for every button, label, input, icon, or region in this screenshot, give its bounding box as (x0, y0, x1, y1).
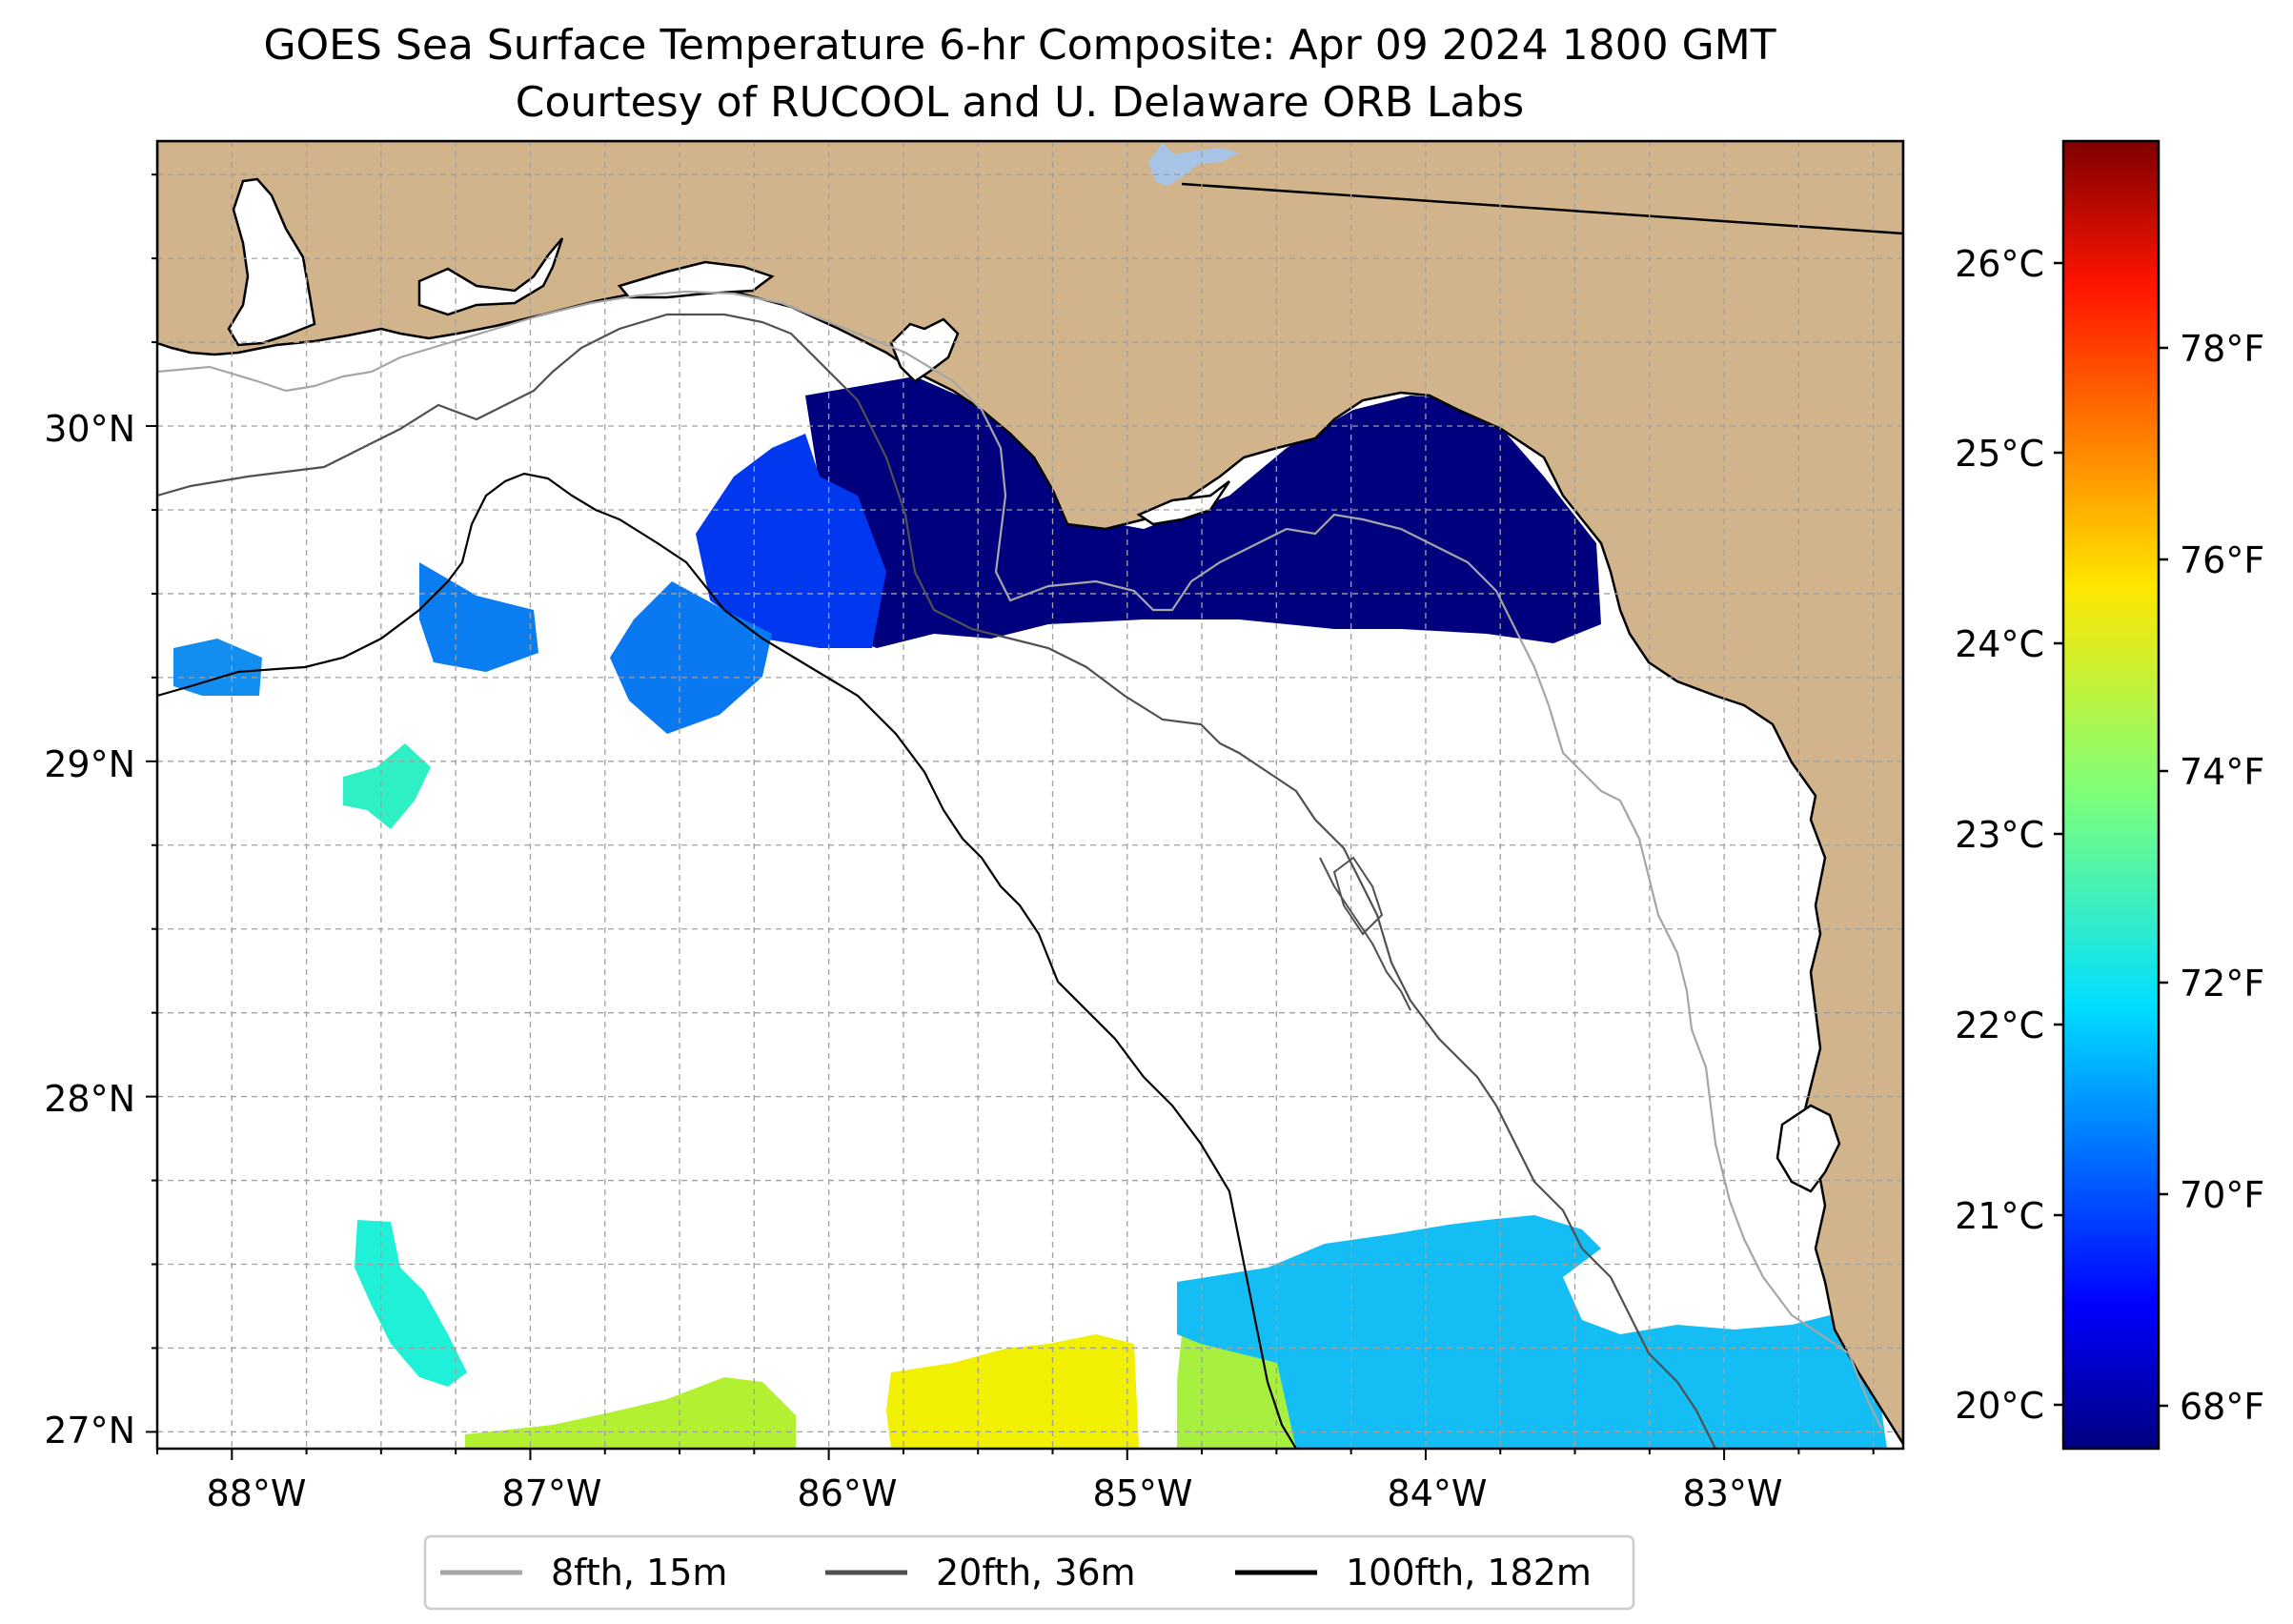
celsius-label-25: 25°C (1955, 433, 2044, 475)
legend-label-20fth: 20fth, 36m (936, 1552, 1136, 1594)
lat-label-28n: 28°N (44, 1078, 135, 1120)
lon-label-83w: 83°W (1683, 1472, 1783, 1514)
sst-patch-south-central (886, 1334, 1139, 1449)
lon-label-86w: 86°W (798, 1472, 898, 1514)
lat-label-27n: 27°N (44, 1410, 135, 1451)
inland-lake (1148, 143, 1239, 186)
colorbar: 20°C 21°C 22°C 23°C 24°C 25°C 26°C 68°F … (1955, 139, 2264, 1451)
sst-patch-south-pensacola (610, 581, 772, 734)
sst-patch-west-blob (419, 562, 538, 672)
lat-label-group: 30°N 29°N 28°N 27°N (44, 408, 135, 1451)
lon-label-88w: 88°W (207, 1472, 307, 1514)
fahrenheit-label-74: 74°F (2180, 751, 2264, 793)
fahrenheit-label-70: 70°F (2180, 1174, 2264, 1216)
sst-patch-27-5n-cluster (355, 1220, 467, 1387)
bathymetry-contours (157, 290, 1883, 1449)
map-frame (155, 139, 1905, 1451)
sst-patch-west-edge (173, 639, 262, 696)
sst-patch-south-west-strip (465, 1377, 796, 1449)
lat-label-30n: 30°N (44, 408, 135, 450)
sst-patch-southeast-shelf (1177, 1215, 1887, 1449)
fahrenheit-label-68: 68°F (2180, 1386, 2264, 1428)
legend-item-8fth: 8fth, 15m (440, 1552, 727, 1594)
sst-patch-offshore-destin (696, 434, 886, 648)
legend: 8fth, 15m 20fth, 36m 100fth, 182m (423, 1534, 1635, 1611)
tampa-bay (1776, 1104, 1841, 1193)
map-title-line-1: GOES Sea Surface Temperature 6-hr Compos… (263, 21, 1776, 70)
colorbar-fahrenheit-axis: 68°F 70°F 72°F 74°F 76°F 78°F (2159, 328, 2264, 1428)
legend-box (423, 1534, 1635, 1611)
contour-8fth (157, 290, 1883, 1431)
pensacola-bay (417, 237, 564, 316)
legend-label-100fth: 100fth, 182m (1346, 1552, 1592, 1594)
celsius-label-22: 22°C (1955, 1005, 2044, 1046)
colorbar-celsius-axis: 20°C 21°C 22°C 23°C 24°C 25°C 26°C (1955, 243, 2063, 1427)
celsius-label-20: 20°C (1955, 1385, 2044, 1427)
map-area (157, 141, 1903, 1449)
bays (227, 177, 1841, 1193)
celsius-label-21: 21°C (1955, 1195, 2044, 1237)
lat-label-29n: 29°N (44, 743, 135, 785)
mobile-bay (227, 177, 316, 347)
celsius-label-24: 24°C (1955, 623, 2044, 665)
colorbar-gradient (2061, 139, 2161, 1451)
contour-20fth-islands (1319, 856, 1411, 1011)
fahrenheit-label-76: 76°F (2180, 539, 2264, 581)
state-border (1181, 182, 1903, 235)
gridlines (157, 141, 1903, 1449)
lon-label-85w: 85°W (1093, 1472, 1193, 1514)
celsius-label-23: 23°C (1955, 814, 2044, 856)
choctawhatchee-bay (617, 260, 775, 299)
lon-label-84w: 84°W (1388, 1472, 1488, 1514)
map-title-line-2: Courtesy of RUCOOL and U. Delaware ORB L… (516, 78, 1524, 127)
legend-item-100fth: 100fth, 182m (1235, 1552, 1592, 1594)
legend-label-8fth: 8fth, 15m (551, 1552, 727, 1594)
map-axes: 88°W 87°W 86°W 85°W 84°W 83°W 30°N 29°N … (44, 173, 1875, 1514)
apalachicola-bay (1136, 480, 1231, 526)
lon-label-group: 88°W 87°W 86°W 85°W 84°W 83°W (207, 1472, 1783, 1514)
contour-20fth (157, 313, 1716, 1449)
st-andrews-bay (889, 317, 960, 383)
lon-label-87w: 87°W (502, 1472, 602, 1514)
celsius-label-26: 26°C (1955, 243, 2044, 285)
land-mass (157, 141, 1903, 1447)
contour-100fth (157, 472, 1297, 1449)
legend-item-20fth: 20fth, 36m (825, 1552, 1136, 1594)
fahrenheit-label-72: 72°F (2180, 963, 2264, 1005)
sst-patch-29n-cluster (343, 743, 431, 829)
fahrenheit-label-78: 78°F (2180, 328, 2264, 370)
